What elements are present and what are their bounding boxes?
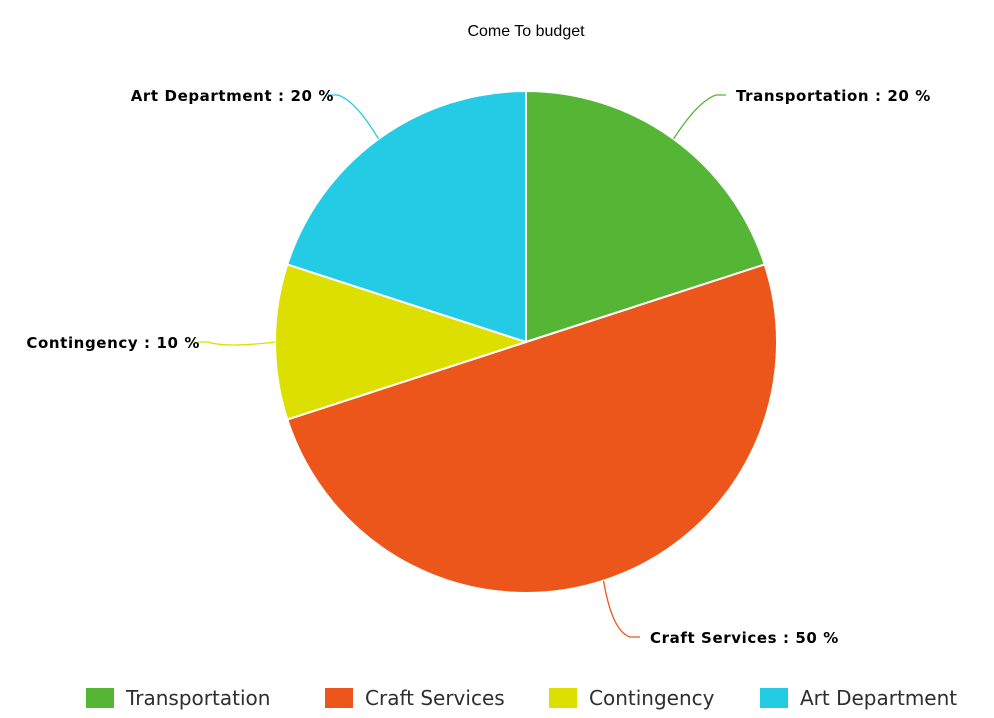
chart-title: Come To budget: [467, 23, 585, 40]
legend-swatch-transportation: [86, 688, 114, 708]
label-connector-art-department: [328, 94, 380, 140]
legend-item-transportation[interactable]: Transportation: [86, 686, 270, 710]
legend-swatch-craft-services: [325, 688, 353, 708]
legend: Transportation Craft Services Contingency A…: [86, 686, 957, 710]
legend-label-craft-services: Craft Services: [365, 686, 505, 710]
legend-label-contingency: Contingency: [589, 686, 715, 710]
label-connector-contingency: [198, 341, 276, 346]
data-label-art-department: Art Department : 20 %: [131, 87, 334, 105]
legend-label-art-department: Art Department: [800, 686, 957, 710]
legend-item-art-department[interactable]: Art Department: [760, 686, 957, 710]
legend-swatch-contingency: [549, 688, 577, 708]
legend-item-craft-services[interactable]: Craft Services: [325, 686, 505, 710]
legend-label-transportation: Transportation: [125, 686, 270, 710]
label-connector-craft-services: [602, 580, 640, 638]
data-label-craft-services: Craft Services : 50 %: [650, 629, 839, 647]
label-connectors: [198, 94, 726, 638]
data-label-transportation: Transportation : 20 %: [736, 87, 931, 105]
pie-slices: [273, 90, 779, 595]
label-connector-transportation: [672, 94, 726, 140]
legend-swatch-art-department: [760, 688, 788, 708]
data-labels: Transportation : 20 % Craft Services : 50…: [26, 87, 931, 647]
legend-item-contingency[interactable]: Contingency: [549, 686, 715, 710]
data-label-contingency: Contingency : 10 %: [26, 334, 200, 352]
